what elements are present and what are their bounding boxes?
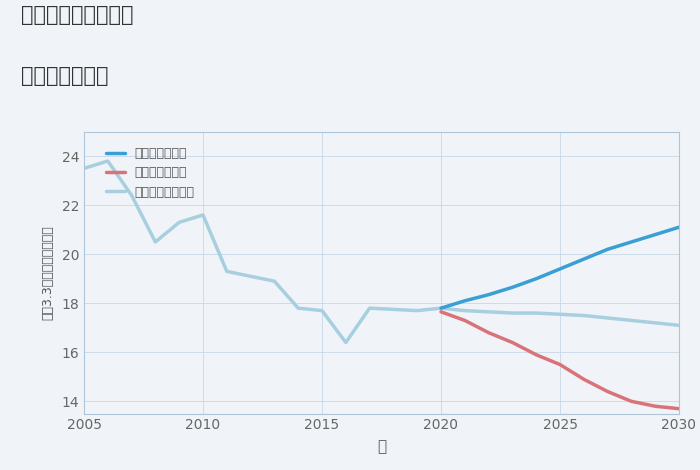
Line: グッドシナリオ: グッドシナリオ: [441, 227, 679, 308]
グッドシナリオ: [556, 266, 564, 272]
ノーマルシナリオ: [508, 310, 517, 316]
バッドシナリオ: [437, 309, 445, 314]
X-axis label: 年: 年: [377, 439, 386, 454]
グッドシナリオ: [651, 232, 659, 237]
バッドシナリオ: [603, 389, 612, 394]
グッドシナリオ: [675, 224, 683, 230]
グッドシナリオ: [508, 284, 517, 290]
ノーマルシナリオ: [437, 306, 445, 311]
Legend: グッドシナリオ, バッドシナリオ, ノーマルシナリオ: グッドシナリオ, バッドシナリオ, ノーマルシナリオ: [102, 143, 198, 203]
バッドシナリオ: [556, 362, 564, 368]
バッドシナリオ: [484, 330, 493, 336]
ノーマルシナリオ: [461, 308, 469, 313]
グッドシナリオ: [484, 292, 493, 298]
ノーマルシナリオ: [651, 320, 659, 326]
バッドシナリオ: [461, 318, 469, 323]
Text: 土地の価格推移: 土地の価格推移: [21, 66, 108, 86]
バッドシナリオ: [580, 376, 588, 382]
グッドシナリオ: [532, 276, 540, 282]
ノーマルシナリオ: [675, 322, 683, 328]
Line: ノーマルシナリオ: ノーマルシナリオ: [441, 308, 679, 325]
ノーマルシナリオ: [484, 309, 493, 314]
Line: バッドシナリオ: バッドシナリオ: [441, 312, 679, 409]
グッドシナリオ: [461, 298, 469, 304]
グッドシナリオ: [580, 256, 588, 262]
ノーマルシナリオ: [532, 310, 540, 316]
バッドシナリオ: [651, 403, 659, 409]
Text: 三重県桑名市福地の: 三重県桑名市福地の: [21, 5, 134, 25]
Y-axis label: 坪（3.3㎡）単価（万円）: 坪（3.3㎡）単価（万円）: [41, 225, 55, 320]
グッドシナリオ: [627, 239, 636, 245]
グッドシナリオ: [603, 246, 612, 252]
ノーマルシナリオ: [627, 318, 636, 323]
ノーマルシナリオ: [556, 312, 564, 317]
グッドシナリオ: [437, 306, 445, 311]
バッドシナリオ: [508, 340, 517, 345]
バッドシナリオ: [675, 406, 683, 412]
バッドシナリオ: [627, 399, 636, 404]
バッドシナリオ: [532, 352, 540, 358]
ノーマルシナリオ: [580, 313, 588, 318]
ノーマルシナリオ: [603, 315, 612, 321]
